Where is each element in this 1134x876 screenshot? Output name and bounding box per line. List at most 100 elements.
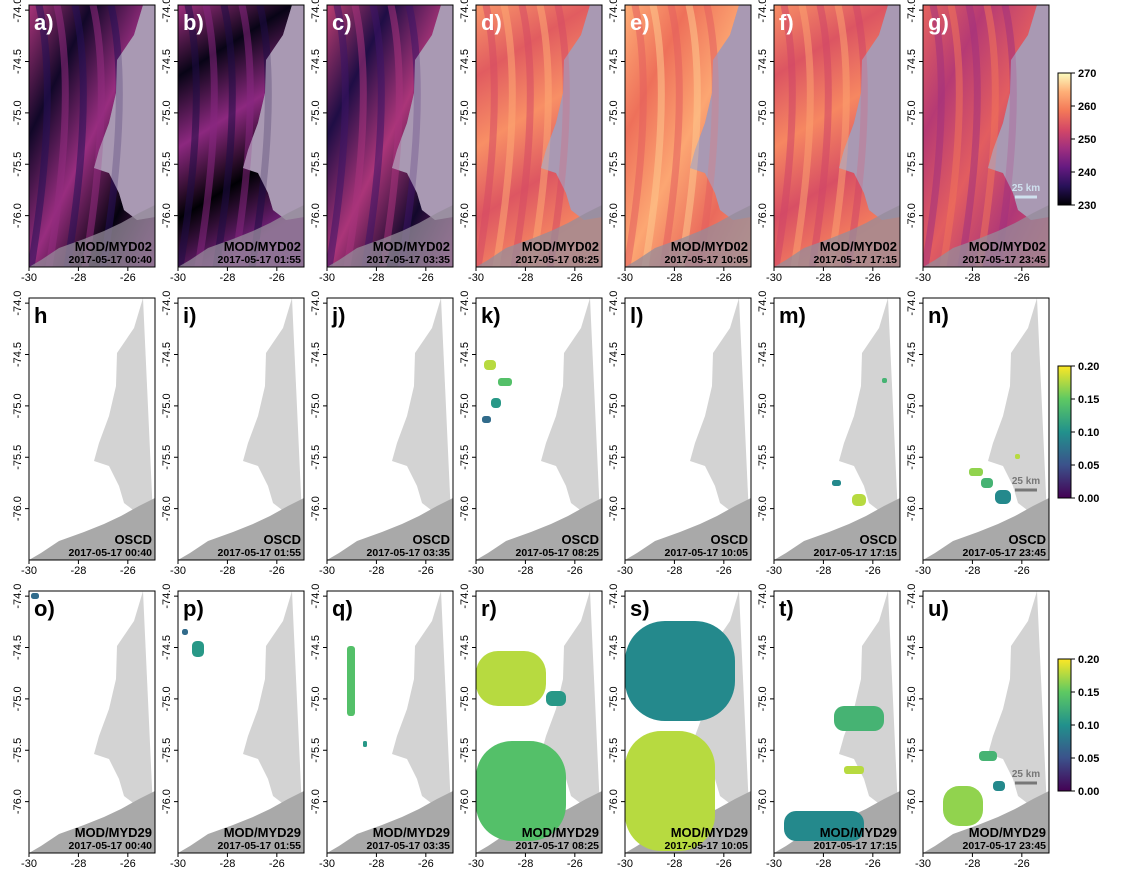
panel-frame [624, 4, 752, 268]
y-tick-label: -75.5 [608, 445, 620, 470]
y-tick-label: -76.0 [310, 789, 322, 814]
y-tick-label: -74.5 [459, 342, 471, 367]
y-tick-label: -74.5 [12, 342, 24, 367]
source-label: OSCD [263, 532, 301, 547]
y-tick-label: -76.0 [459, 789, 471, 814]
colorbar-tick-label: 0.10 [1078, 427, 1099, 439]
y-tick-label: -75.5 [12, 152, 24, 177]
y-tick-label: -75.5 [161, 152, 173, 177]
y-tick-label: -74.5 [757, 49, 769, 74]
y-tick-label: -75.5 [757, 445, 769, 470]
land-area [243, 591, 304, 853]
x-tick-label: -28 [368, 272, 384, 284]
timestamp-label: 2017-05-17 23:45 [963, 547, 1047, 559]
y-tick-label: -76.0 [12, 496, 24, 521]
y-tick-label: -74.5 [608, 342, 620, 367]
y-tick-label: -74.5 [310, 342, 322, 367]
ice-shelf [476, 498, 602, 560]
x-tick-label: -26 [567, 858, 583, 870]
y-tick-label: -74.0 [161, 291, 173, 316]
y-tick-label: -74.5 [906, 635, 918, 660]
x-tick-label: -28 [219, 565, 235, 577]
y-tick-label: -75.5 [459, 738, 471, 763]
y-tick-label: -75.0 [12, 393, 24, 418]
x-tick-label: -28 [964, 565, 980, 577]
x-tick-label: -30 [319, 565, 335, 577]
cloud-streak [957, 5, 981, 267]
x-tick-label: -26 [716, 858, 732, 870]
x-tick-label: -30 [766, 272, 782, 284]
y-tick-label: -75.5 [608, 152, 620, 177]
timestamp-label: 2017-05-17 03:35 [367, 547, 451, 559]
x-tick-label: -28 [70, 565, 86, 577]
panel-label: f) [779, 10, 794, 35]
source-label: MOD/MYD02 [969, 239, 1046, 254]
ice-shelf [625, 205, 751, 267]
y-tick-label: -74.5 [608, 635, 620, 660]
y-tick-label: -75.5 [161, 445, 173, 470]
colorbar-tick-label: 240 [1078, 167, 1096, 179]
panel-frame [177, 590, 305, 854]
colorbar-tick-label: 250 [1078, 134, 1096, 146]
y-tick-label: -76.0 [608, 203, 620, 228]
x-tick-label: -30 [766, 858, 782, 870]
timestamp-label: 2017-05-17 03:35 [367, 254, 451, 266]
x-tick-label: -28 [70, 272, 86, 284]
cloud-streak [774, 5, 796, 267]
y-tick-label: -75.5 [906, 738, 918, 763]
y-tick-label: -74.0 [608, 0, 620, 23]
timestamp-label: 2017-05-17 17:15 [814, 254, 898, 266]
source-label: MOD/MYD29 [75, 825, 152, 840]
y-tick-label: -75.5 [12, 445, 24, 470]
ice-shelf [923, 205, 1049, 267]
x-tick-label: -30 [617, 858, 633, 870]
panel-frame [773, 590, 901, 854]
cloud-streak [361, 5, 385, 267]
y-tick-label: -74.5 [310, 635, 322, 660]
detection-patch [476, 651, 546, 706]
cloud-streak [641, 5, 665, 267]
ice-shelf [327, 498, 453, 560]
cloud-streak [677, 5, 701, 267]
timestamp-label: 2017-05-17 01:55 [218, 254, 302, 266]
x-tick-label: -26 [418, 272, 434, 284]
ice-shelf [774, 205, 900, 267]
cloud-streak [230, 5, 254, 267]
panel-frame [922, 4, 1050, 268]
panel-label: l) [630, 303, 643, 328]
x-tick-label: -28 [964, 858, 980, 870]
y-tick-label: -75.5 [459, 445, 471, 470]
x-tick-label: -30 [915, 858, 931, 870]
x-tick-label: -28 [815, 272, 831, 284]
land-area [988, 298, 1049, 560]
y-tick-label: -74.5 [906, 342, 918, 367]
x-tick-label: -28 [219, 858, 235, 870]
x-tick-label: -26 [269, 272, 285, 284]
source-label: MOD/MYD02 [373, 239, 450, 254]
colorbar-tick-label: 0.15 [1078, 687, 1099, 699]
ice-shelf [774, 498, 900, 560]
y-tick-label: -74.0 [906, 291, 918, 316]
panel-label: i) [183, 303, 196, 328]
cloud-streak [212, 5, 236, 267]
x-tick-label: -30 [21, 858, 37, 870]
detection-patch [844, 766, 864, 774]
x-tick-label: -26 [716, 565, 732, 577]
y-tick-label: -74.0 [459, 584, 471, 609]
source-label: OSCD [1008, 532, 1046, 547]
y-tick-label: -74.0 [757, 584, 769, 609]
detection-patch [834, 706, 884, 731]
land-area [94, 298, 155, 560]
timestamp-label: 2017-05-17 00:40 [69, 547, 153, 559]
x-tick-label: -26 [716, 272, 732, 284]
y-tick-label: -75.0 [161, 100, 173, 125]
cloud-streak [327, 5, 349, 267]
x-tick-label: -28 [517, 272, 533, 284]
panel-label: n) [928, 303, 949, 328]
